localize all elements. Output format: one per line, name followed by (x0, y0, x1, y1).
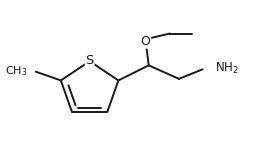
Text: CH$_3$: CH$_3$ (6, 64, 28, 78)
Text: NH$_2$: NH$_2$ (214, 61, 238, 76)
Text: S: S (85, 54, 94, 67)
Text: O: O (141, 35, 151, 48)
